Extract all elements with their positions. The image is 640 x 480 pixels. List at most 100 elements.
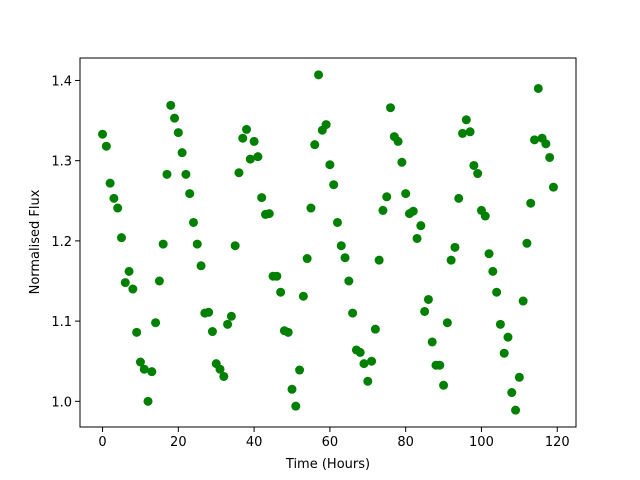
point <box>249 136 259 146</box>
point <box>147 367 157 377</box>
point <box>386 103 396 113</box>
point <box>397 157 407 167</box>
point <box>329 180 339 190</box>
point <box>367 356 377 366</box>
point <box>173 128 183 138</box>
point <box>139 364 149 374</box>
point <box>219 371 229 381</box>
point <box>113 203 123 213</box>
point <box>276 287 286 297</box>
point <box>242 124 252 134</box>
point <box>109 193 119 203</box>
point <box>469 160 479 170</box>
point <box>473 169 483 179</box>
point <box>401 189 411 199</box>
x-tick-label: 80 <box>397 435 414 450</box>
point <box>124 266 134 276</box>
point <box>151 318 161 328</box>
point <box>204 307 214 317</box>
point <box>188 217 198 227</box>
point <box>518 296 528 306</box>
point <box>192 239 202 249</box>
point <box>511 405 521 415</box>
point <box>488 266 498 276</box>
point <box>207 327 217 337</box>
point <box>238 133 248 143</box>
point <box>98 129 108 139</box>
point <box>132 327 142 337</box>
point <box>162 169 172 179</box>
point <box>143 396 153 406</box>
point <box>321 120 331 130</box>
point <box>298 291 308 301</box>
point <box>533 83 543 93</box>
point <box>492 287 502 297</box>
point <box>135 357 145 367</box>
y-tick-label: 1.2 <box>51 235 72 250</box>
point <box>503 332 513 342</box>
point <box>348 308 358 318</box>
point <box>295 365 305 375</box>
y-axis-label: Normalised Flux <box>28 189 43 294</box>
point <box>442 318 452 328</box>
point <box>416 221 426 231</box>
point <box>439 380 449 390</box>
point <box>420 306 430 316</box>
point <box>223 319 233 329</box>
point <box>435 360 445 370</box>
x-tick-label: 100 <box>469 435 494 450</box>
point <box>181 169 191 179</box>
point <box>287 384 297 394</box>
point <box>484 249 494 259</box>
point <box>382 192 392 202</box>
point <box>170 113 180 123</box>
point <box>336 241 346 251</box>
point <box>226 311 236 321</box>
point <box>154 276 164 286</box>
point <box>101 141 111 151</box>
y-tick-label: 1.1 <box>51 315 72 330</box>
point <box>446 255 456 265</box>
point <box>340 253 350 263</box>
point <box>128 284 138 294</box>
point <box>412 233 422 243</box>
point <box>454 193 464 203</box>
point <box>480 211 490 221</box>
point <box>423 294 433 304</box>
point <box>545 152 555 162</box>
point <box>158 239 168 249</box>
point <box>461 115 471 125</box>
point <box>166 100 176 110</box>
point <box>291 401 301 411</box>
point <box>499 348 509 358</box>
point <box>548 182 558 192</box>
x-tick-label: 40 <box>246 435 263 450</box>
point <box>314 70 324 80</box>
point <box>230 241 240 251</box>
point <box>458 128 468 138</box>
point <box>332 217 342 227</box>
point <box>302 254 312 264</box>
point <box>253 152 263 162</box>
x-axis-label: Time (Hours) <box>285 457 370 472</box>
point <box>507 388 517 398</box>
point <box>363 376 373 386</box>
point <box>185 189 195 199</box>
y-tick-label: 1.3 <box>51 155 72 170</box>
x-tick-label: 120 <box>545 435 570 450</box>
point <box>245 154 255 164</box>
point <box>541 139 551 149</box>
point <box>264 209 274 219</box>
point <box>344 276 354 286</box>
point <box>522 238 532 248</box>
point <box>120 278 130 288</box>
point <box>530 135 540 145</box>
point <box>306 203 316 213</box>
x-tick-label: 60 <box>322 435 339 450</box>
point <box>310 140 320 150</box>
point <box>105 178 115 188</box>
point <box>177 148 187 158</box>
point <box>283 327 293 337</box>
point <box>325 160 335 170</box>
x-tick-label: 20 <box>170 435 187 450</box>
